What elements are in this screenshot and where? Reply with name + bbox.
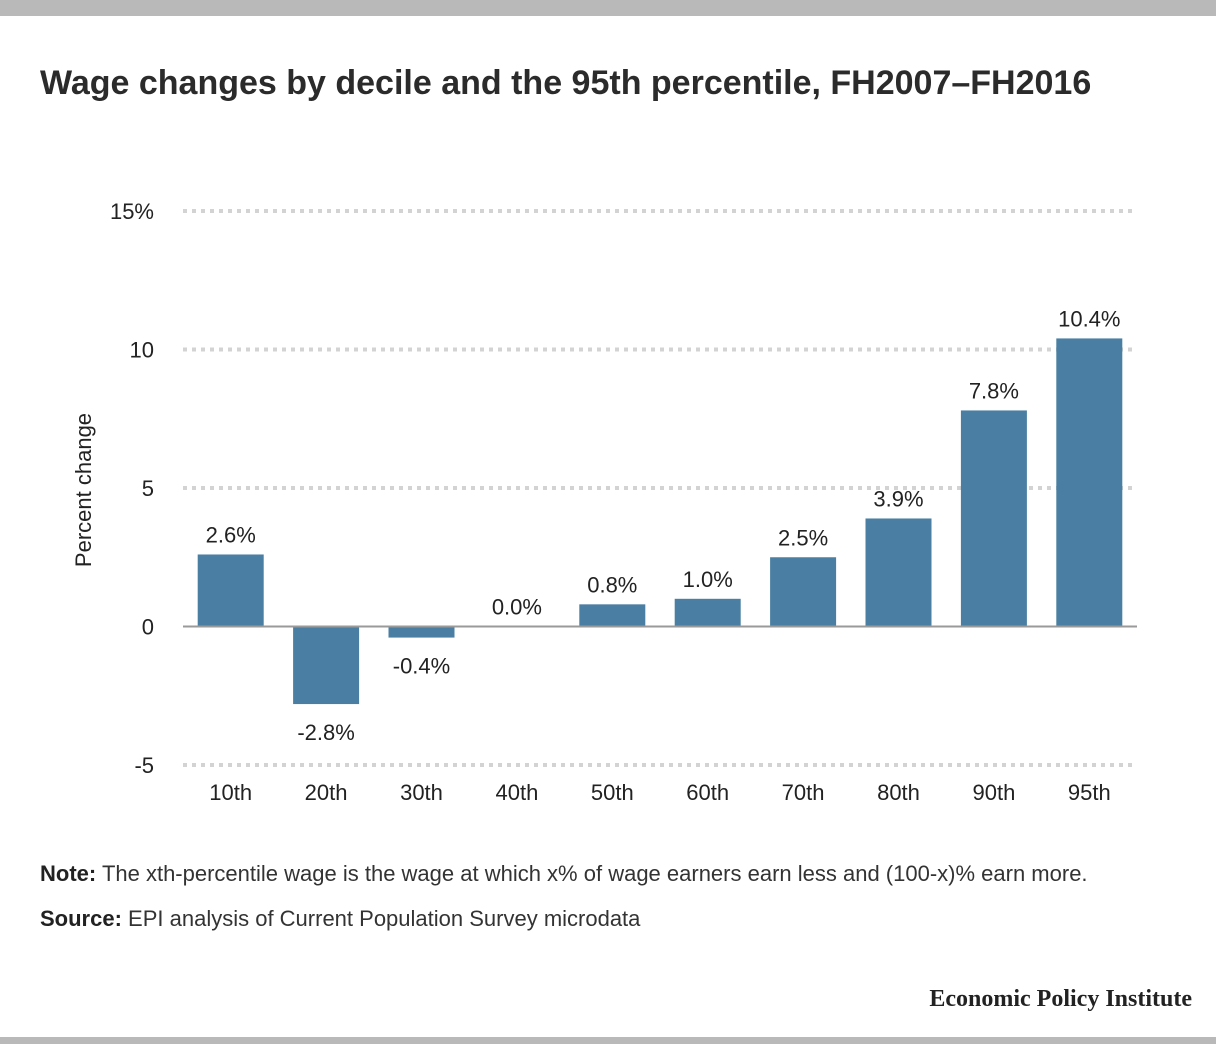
- y-axis-label: Percent change: [71, 412, 96, 568]
- bar-chart: -5 0 5 10 15% 2.6% 10th -2.8% 20th -0.4% 30th 0.0% 4…: [110, 199, 1137, 805]
- y-tick-label: 15%: [110, 199, 154, 224]
- brand-logo-text: Economic Policy Institute: [929, 986, 1192, 1012]
- bar: [960, 410, 1027, 627]
- top-border: [0, 0, 1216, 16]
- note-label: Note:: [40, 861, 97, 886]
- data-label: 2.5%: [778, 525, 828, 550]
- x-tick-label: 90th: [972, 780, 1015, 805]
- x-tick-label: 70th: [782, 780, 825, 805]
- data-label: 3.9%: [873, 486, 923, 511]
- source-text: EPI analysis of Current Population Surve…: [128, 906, 641, 931]
- x-tick-label: 50th: [591, 780, 634, 805]
- bar: [293, 626, 360, 705]
- x-tick-label: 80th: [877, 780, 920, 805]
- bottom-border: [0, 1037, 1216, 1044]
- bar: [197, 554, 264, 627]
- source-label: Source:: [40, 906, 122, 931]
- x-tick-label: 30th: [400, 780, 443, 805]
- bar: [770, 557, 837, 627]
- bar: [674, 598, 741, 627]
- y-tick-label: 10: [130, 338, 154, 363]
- y-tick-label: -5: [134, 753, 154, 778]
- bar: [388, 626, 455, 638]
- chart-title: Wage changes by decile and the 95th perc…: [40, 64, 1092, 102]
- bar: [579, 604, 646, 627]
- x-tick-label: 60th: [686, 780, 729, 805]
- bar: [1056, 338, 1123, 627]
- source: Source: EPI analysis of Current Populati…: [40, 903, 1170, 935]
- chart-notes: Note: The xth-percentile wage is the wag…: [40, 858, 1170, 948]
- data-label: -2.8%: [297, 720, 354, 745]
- bar: [865, 518, 932, 627]
- data-label: 0.8%: [587, 572, 637, 597]
- note: Note: The xth-percentile wage is the wag…: [40, 858, 1170, 890]
- data-label: 7.8%: [969, 378, 1019, 403]
- data-label: 0.0%: [492, 595, 542, 620]
- y-tick-label: 0: [142, 615, 154, 640]
- data-label: 2.6%: [206, 522, 256, 547]
- x-tick-label: 10th: [209, 780, 252, 805]
- x-tick-label: 40th: [495, 780, 538, 805]
- x-tick-label: 95th: [1068, 780, 1111, 805]
- x-tick-label: 20th: [305, 780, 348, 805]
- y-tick-label: 5: [142, 476, 154, 501]
- data-label: -0.4%: [393, 654, 450, 679]
- data-label: 10.4%: [1058, 306, 1120, 331]
- data-label: 1.0%: [683, 567, 733, 592]
- note-text: The xth-percentile wage is the wage at w…: [101, 861, 1088, 886]
